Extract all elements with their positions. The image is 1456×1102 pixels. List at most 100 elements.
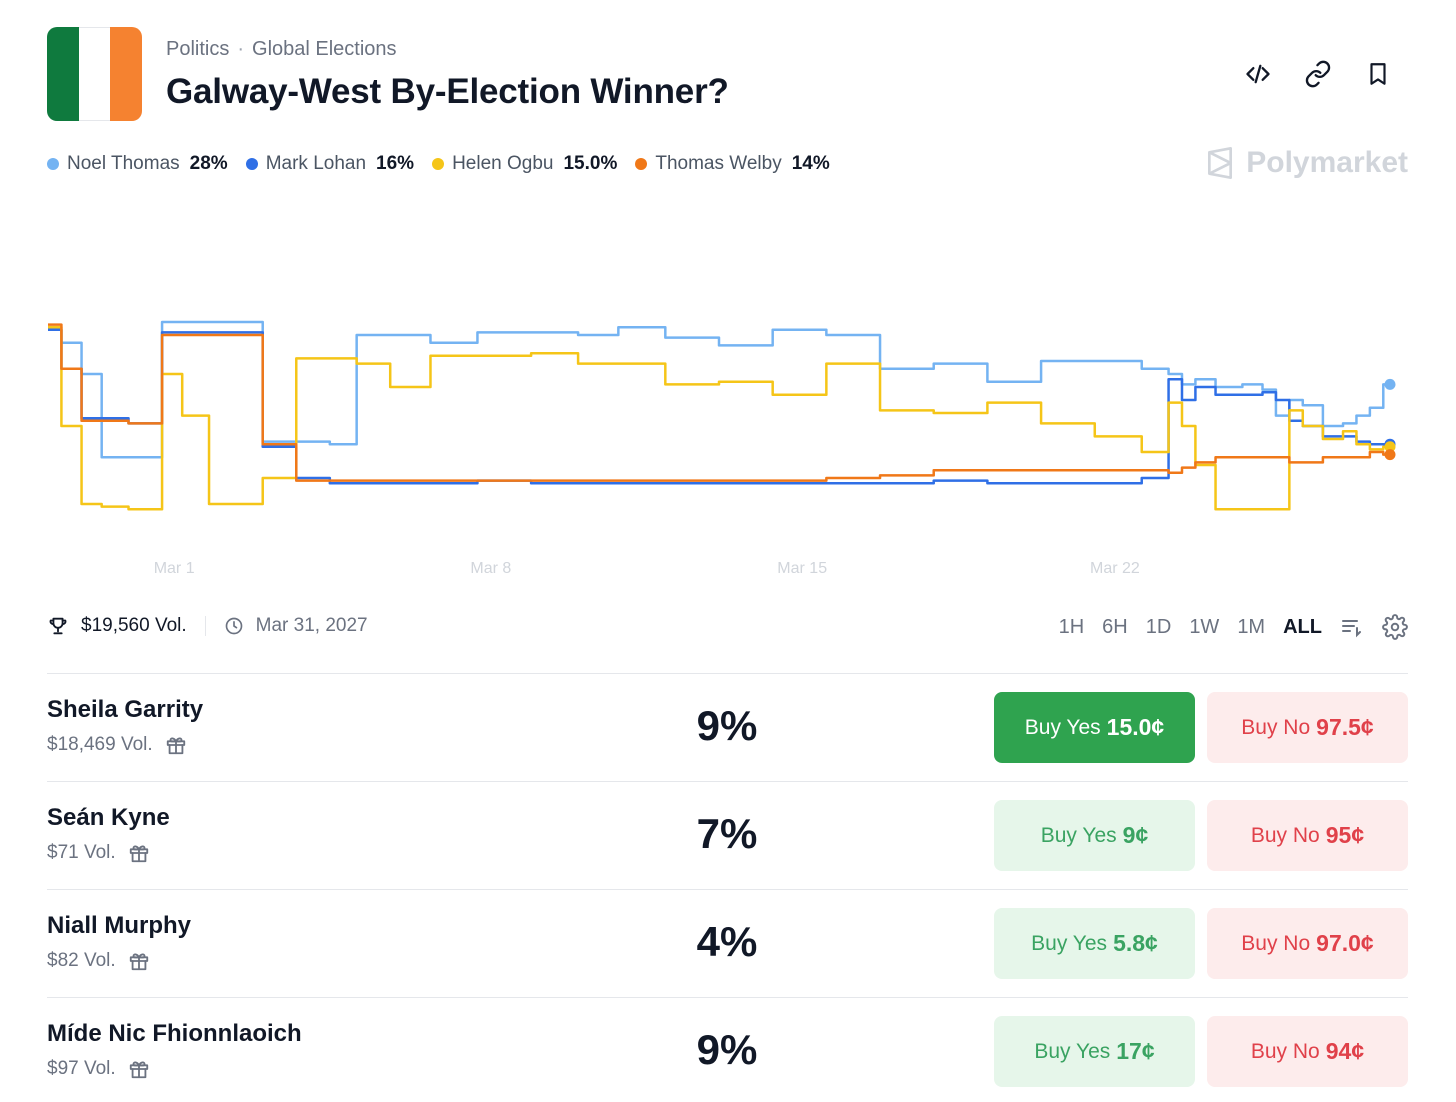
outcome-volume-text: $97 Vol. — [47, 1058, 116, 1079]
series-line-thomas-welby — [48, 323, 1390, 482]
series-endpoint — [1384, 378, 1396, 390]
bookmark-icon — [1370, 63, 1386, 85]
top-actions — [1242, 58, 1394, 90]
buy-yes-price: 9¢ — [1122, 822, 1149, 848]
breadcrumb-category[interactable]: Politics — [166, 38, 230, 60]
copy-link-button[interactable] — [1302, 58, 1334, 90]
outcome-probability: 9% — [696, 702, 758, 749]
buy-no-label: Buy No — [1250, 1039, 1320, 1063]
clock-icon — [225, 617, 242, 635]
legend-name: Noel Thomas — [67, 153, 180, 174]
buy-no-price: 97.5¢ — [1316, 714, 1374, 740]
outcome-name: Sheila Garrity — [47, 696, 204, 723]
range-1d[interactable]: 1D — [1145, 615, 1172, 638]
legend-name: Thomas Welby — [655, 153, 782, 174]
legend-name: Mark Lohan — [265, 153, 367, 174]
outcome-row[interactable]: Sheila Garrity $18,469 Vol. 9% Buy Yes 1… — [47, 673, 1408, 781]
code-icon — [1246, 64, 1270, 84]
sort-icon[interactable] — [1340, 615, 1364, 639]
outcome-probability: 7% — [696, 810, 758, 857]
polymarket-logo-icon — [1208, 147, 1233, 179]
market-meta: $19,560 Vol. Mar 31, 2027 — [47, 615, 368, 637]
outcome-probability: 4% — [696, 918, 758, 965]
range-1h[interactable]: 1H — [1058, 615, 1085, 638]
breadcrumb: Politics · Global Elections — [166, 38, 397, 61]
outcome-row[interactable]: Seán Kyne $71 Vol. 7% Buy Yes 9¢ Buy No … — [47, 781, 1408, 889]
buy-yes-label: Buy Yes — [1024, 715, 1101, 739]
outcome-volume: $71 Vol. — [47, 842, 150, 864]
outcomes-list: Sheila Garrity $18,469 Vol. 9% Buy Yes 1… — [47, 673, 1408, 1102]
outcome-name: Míde Nic Fhionnlaoich — [47, 1020, 302, 1047]
polymarket-watermark: Polymarket — [1204, 146, 1408, 180]
breadcrumb-separator: · — [237, 38, 245, 60]
legend-item: Mark Lohan 16% — [245, 153, 415, 175]
end-date: Mar 31, 2027 — [255, 615, 368, 636]
buy-yes-label: Buy Yes — [1040, 823, 1117, 847]
outcome-row[interactable]: Míde Nic Fhionnlaoich $97 Vol. 9% Buy Ye… — [47, 997, 1408, 1102]
buy-no-label: Buy No — [1250, 823, 1320, 847]
outcome-volume-text: $82 Vol. — [47, 950, 116, 971]
buy-no-button[interactable]: Buy No 95¢ — [1207, 800, 1408, 871]
bookmark-button[interactable] — [1362, 58, 1394, 90]
buy-yes-button[interactable]: Buy Yes 17¢ — [994, 1016, 1195, 1087]
range-1m[interactable]: 1M — [1237, 615, 1266, 638]
page-title: Galway-West By-Election Winner? — [166, 72, 729, 111]
trophy-icon — [49, 617, 67, 635]
series-endpoint — [1384, 441, 1396, 453]
price-history-chart[interactable]: Mar 1 Mar 8 Mar 15 Mar 22 — [40, 250, 1410, 590]
buy-yes-label: Buy Yes — [1031, 931, 1108, 955]
legend-item: Thomas Welby 14% — [635, 153, 830, 175]
legend-value: 16% — [376, 153, 415, 174]
buy-yes-button[interactable]: Buy Yes 15.0¢ — [994, 692, 1195, 763]
gift-icon[interactable] — [128, 1058, 150, 1080]
outcome-volume: $97 Vol. — [47, 1058, 150, 1080]
range-all[interactable]: ALL — [1283, 615, 1322, 638]
outcome-probability: 9% — [696, 1026, 758, 1073]
buy-no-label: Buy No — [1241, 931, 1311, 955]
flag-green-stripe — [47, 27, 79, 121]
buy-no-button[interactable]: Buy No 97.5¢ — [1207, 692, 1408, 763]
legend-dot — [432, 158, 445, 170]
outcome-name: Niall Murphy — [47, 912, 192, 939]
legend-item: Helen Ogbu 15.0% — [432, 153, 617, 175]
legend-dot — [245, 158, 258, 170]
range-1w[interactable]: 1W — [1189, 615, 1220, 638]
buy-yes-button[interactable]: Buy Yes 5.8¢ — [994, 908, 1195, 979]
buy-no-label: Buy No — [1241, 715, 1311, 739]
series-line-noel-thomas — [48, 320, 1390, 459]
settings-gear-icon[interactable] — [1382, 614, 1408, 640]
buy-yes-price: 17¢ — [1116, 1038, 1155, 1064]
market-flag-ireland — [47, 27, 142, 121]
buy-no-button[interactable]: Buy No 97.0¢ — [1207, 908, 1408, 979]
gift-icon[interactable] — [165, 734, 187, 756]
outcome-volume-text: $18,469 Vol. — [47, 734, 153, 755]
buy-no-button[interactable]: Buy No 94¢ — [1207, 1016, 1408, 1087]
series-endpoint — [1384, 449, 1396, 461]
outcome-volume: $18,469 Vol. — [47, 734, 187, 756]
series-line-helen-ogbu — [48, 325, 1390, 511]
legend-value: 28% — [189, 153, 228, 174]
outcome-row[interactable]: Niall Murphy $82 Vol. 4% Buy Yes 5.8¢ Bu… — [47, 889, 1408, 997]
x-tick-label: Mar 15 — [777, 560, 827, 577]
breadcrumb-subcategory[interactable]: Global Elections — [252, 38, 397, 60]
x-tick-label: Mar 1 — [154, 560, 195, 577]
legend-dot — [47, 158, 59, 170]
x-tick-label: Mar 8 — [470, 560, 511, 577]
flag-orange-stripe — [110, 27, 142, 121]
buy-yes-label: Buy Yes — [1034, 1039, 1111, 1063]
buy-no-price: 94¢ — [1325, 1038, 1365, 1064]
range-6h[interactable]: 6H — [1102, 615, 1128, 638]
outcome-volume-text: $71 Vol. — [47, 842, 116, 863]
embed-button[interactable] — [1242, 58, 1274, 90]
outcome-name: Seán Kyne — [47, 804, 170, 831]
legend-item: Noel Thomas 28% — [47, 153, 228, 175]
legend-dot — [635, 158, 648, 170]
legend-name: Helen Ogbu — [452, 153, 554, 174]
divider — [204, 616, 206, 636]
link-icon — [1305, 60, 1331, 88]
buy-no-price: 95¢ — [1325, 822, 1365, 848]
gift-icon[interactable] — [128, 950, 150, 972]
buy-yes-button[interactable]: Buy Yes 9¢ — [994, 800, 1195, 871]
gift-icon[interactable] — [128, 842, 150, 864]
chart-legend: Noel Thomas 28% Mark Lohan 16% Helen Ogb… — [47, 153, 830, 175]
